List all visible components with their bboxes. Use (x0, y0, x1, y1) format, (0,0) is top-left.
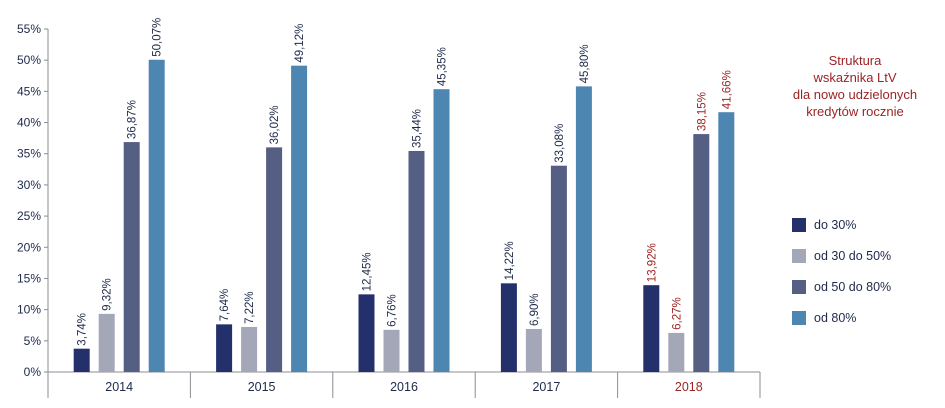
bar-od-50-do-80-2017 (550, 165, 567, 372)
data-label-do-30-2017: 14,22% (504, 241, 516, 280)
data-label-od-30-do-50-2014: 9,32% (102, 278, 114, 311)
legend-swatch-od-30-do-50 (792, 249, 806, 263)
legend-item-od-80: od 80% (792, 310, 942, 326)
bar-od-80-2015 (291, 65, 308, 373)
bars (73, 59, 735, 373)
bar-od-80-2018 (718, 112, 735, 373)
data-label-od-30-do-50-2015: 7,22% (244, 291, 256, 324)
data-label-do-30-2014: 3,74% (77, 313, 89, 346)
bar-od-30-do-50-2014 (98, 313, 115, 372)
side-title-line-3: dla nowo udzielonych (792, 87, 918, 102)
data-label-od-50-do-80-2014: 36,87% (127, 100, 139, 139)
x-tick-label-2018: 2018 (675, 380, 703, 394)
chart-legend: do 30% od 30 do 50% od 50 do 80% od 80% (792, 217, 942, 341)
y-tick-label: 40% (17, 116, 41, 130)
side-title-line-1: Struktura (828, 53, 882, 68)
data-label-od-80-2015: 49,12% (294, 24, 306, 63)
legend-label-od-30-do-50: od 30 do 50% (814, 249, 892, 263)
legend-item-od-30-do-50: od 30 do 50% (792, 248, 942, 264)
y-tick-label: 25% (17, 209, 41, 223)
legend-swatch-od-80 (792, 311, 806, 325)
y-axis: 0% 5% 10% 15% 20% 25% 30% 35% 40% 45% 50% 55% (17, 22, 49, 379)
bar-od-80-2016 (433, 89, 450, 372)
x-tick-label-2017: 2017 (532, 380, 560, 394)
legend-label-od-80: od 80% (814, 311, 857, 325)
data-label-od-30-do-50-2018: 6,27% (671, 297, 683, 330)
bar-do-30-2015 (216, 324, 233, 372)
legend-item-do-30: do 30% (792, 217, 942, 233)
data-label-od-50-do-80-2017: 33,08% (554, 124, 566, 163)
chart-side-title: Struktura wskaźnika LtV dla nowo udzielo… (780, 52, 930, 120)
data-label-do-30-2018: 13,92% (646, 243, 658, 282)
legend-label-od-50-do-80: od 50 do 80% (814, 280, 892, 294)
data-label-od-50-do-80-2018: 38,15% (696, 92, 708, 131)
bar-od-50-do-80-2015 (266, 147, 283, 372)
data-label-od-50-do-80-2016: 35,44% (412, 109, 424, 148)
x-tick-label-2015: 2015 (248, 380, 276, 394)
data-label-od-80-2017: 45,80% (579, 44, 591, 83)
y-tick-label: 0% (24, 365, 42, 379)
bar-od-80-2017 (575, 86, 592, 372)
data-label-od-80-2016: 45,35% (437, 47, 449, 86)
data-label-od-30-do-50-2016: 6,76% (387, 294, 399, 327)
legend-swatch-od-50-do-80 (792, 280, 806, 294)
bar-do-30-2016 (358, 294, 375, 372)
bar-od-50-do-80-2016 (408, 150, 425, 372)
side-title-line-2: wskaźnika LtV (813, 70, 897, 85)
bar-od-50-do-80-2018 (693, 134, 710, 372)
y-tick-label: 20% (17, 240, 41, 254)
data-label-do-30-2016: 12,45% (362, 252, 374, 291)
bar-do-30-2014 (73, 348, 90, 372)
bar-od-80-2014 (148, 59, 165, 373)
x-tick-label-2016: 2016 (390, 380, 418, 394)
y-tick-label: 35% (17, 147, 41, 161)
x-tick-label-2014: 2014 (105, 380, 133, 394)
y-tick-label: 10% (17, 303, 41, 317)
legend-label-do-30: do 30% (814, 218, 857, 232)
y-tick-label: 15% (17, 271, 41, 285)
data-label-do-30-2015: 7,64% (219, 289, 231, 322)
bar-do-30-2017 (500, 283, 517, 372)
legend-swatch-do-30 (792, 218, 806, 232)
y-tick-label: 55% (17, 22, 41, 36)
bar-do-30-2018 (643, 285, 660, 372)
legend-item-od-50-do-80: od 50 do 80% (792, 279, 942, 295)
data-label-od-30-do-50-2017: 6,90% (529, 293, 541, 326)
data-label-od-50-do-80-2015: 36,02% (269, 105, 281, 144)
bar-od-50-do-80-2014 (123, 142, 140, 372)
data-labels: 3,74% 9,32% 36,87% 50,07% 7,64% 7,22% 36,02% 49… (77, 18, 734, 346)
x-axis: 2014 2015 2016 2017 2018 (47, 371, 761, 398)
data-label-od-80-2018: 41,66% (721, 70, 733, 109)
y-tick-label: 45% (17, 84, 41, 98)
side-title-line-4: kredytów rocznie (806, 104, 904, 119)
y-tick-label: 50% (17, 53, 41, 67)
bar-od-30-do-50-2016 (383, 329, 400, 372)
y-tick-label: 30% (17, 178, 41, 192)
bar-od-30-do-50-2015 (241, 326, 258, 372)
data-label-od-80-2014: 50,07% (152, 18, 164, 57)
y-tick-label: 5% (24, 334, 42, 348)
bar-od-30-do-50-2018 (668, 332, 685, 372)
bar-od-30-do-50-2017 (525, 328, 542, 372)
